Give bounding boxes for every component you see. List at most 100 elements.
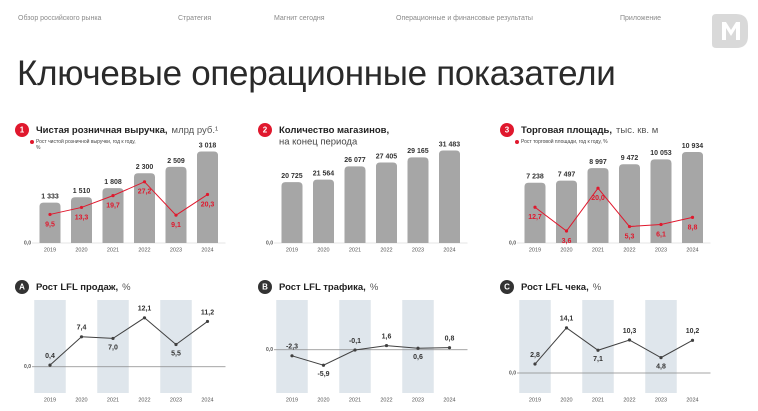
x-tick-label: 2024 [443,397,455,403]
data-label: 0,6 [413,354,423,361]
x-tick-label: 2023 [170,397,182,403]
bar [524,182,546,243]
nav-item[interactable]: Магнит сегодня [274,15,325,22]
marker [48,363,52,367]
x-tick-label: 2023 [655,247,667,253]
nav-item[interactable]: Операционные и финансовые результаты [396,15,533,22]
data-label: 21 564 [313,170,335,177]
line [291,345,450,366]
marker [690,215,695,220]
bar [439,150,460,243]
line [49,181,208,216]
data-label: 1,6 [382,333,392,340]
band [276,300,308,393]
legend: Рост торговой площади, год к году, % [515,139,608,145]
marker [384,343,389,348]
chart-subtitle: % [122,282,131,293]
data-label: 7,4 [77,325,87,332]
data-label: 10 053 [650,150,672,157]
marker [142,316,147,320]
bar [344,166,366,243]
chart-subtitle: на конец периода [279,137,358,148]
data-label: -2,3 [286,344,298,351]
x-tick-label: 2021 [107,247,119,253]
data-label: 5,3 [625,233,635,240]
x-tick-label: 2019 [529,397,541,403]
data-label: 7 238 [526,174,544,181]
marker [533,205,537,209]
data-label: 3,6 [562,238,572,245]
chart-title: Рост LFL чека,% [521,282,602,293]
marker [564,326,569,330]
bar [376,162,397,243]
badge [15,280,29,294]
data-label: 7,0 [108,344,118,351]
x-tick-label: 2020 [75,247,87,253]
badge-label: 3 [505,126,510,135]
x-tick-label: 2021 [592,247,604,253]
badge-label: 2 [263,126,268,135]
x-tick-label: 2022 [138,397,150,403]
data-label: 0,4 [45,353,55,360]
chart-subtitle: % [370,282,379,293]
data-label: 20,3 [201,201,215,208]
x-tick-label: 2023 [412,397,424,403]
marker [111,194,115,198]
page-title: Ключевые операционные показатели [17,54,616,93]
chart-subtitle: млрд руб.¹ [172,125,219,136]
bar [165,166,187,243]
data-label: 9,5 [45,221,55,228]
data-label: 1 510 [73,188,91,195]
marker [627,338,632,342]
x-tick-label: 2022 [380,397,392,403]
x-tick-label: 2023 [655,397,667,403]
x-tick-label: 2020 [560,397,572,403]
marker [596,186,600,190]
band [97,300,129,393]
chart-title-text: Рост LFL чека, [521,282,589,293]
x-tick-label: 2019 [44,247,56,253]
data-label: 27 405 [376,153,398,160]
bar [102,188,124,243]
marker [142,180,147,184]
marker [627,224,632,229]
marker [564,229,569,233]
data-label: 0,8 [445,336,455,343]
marker [205,319,210,324]
nav-item[interactable]: Обзор российского рынка [18,15,102,22]
bar [682,152,703,243]
y-tick-label: 0,0 [266,347,273,353]
bar [587,168,609,243]
x-tick-label: 2020 [75,397,87,403]
data-label: 20,0 [591,195,605,202]
nav-item[interactable]: Стратегия [178,15,212,22]
data-label: 1 808 [104,179,122,186]
band [402,300,434,393]
chart-title-text: Рост LFL трафика, [279,282,366,293]
line [534,187,693,232]
data-label: 31 483 [439,141,461,148]
data-label: 13,3 [75,214,89,221]
data-label: 8 997 [589,159,607,166]
chart-subtitle: % [593,282,602,293]
marker [79,335,84,339]
badge-label: B [262,283,268,292]
marker [659,356,663,360]
data-label: 2 509 [167,158,185,165]
marker [205,192,210,197]
x-tick-label: 2021 [349,397,361,403]
x-tick-label: 2021 [592,397,604,403]
chart-title: Рост LFL трафика,% [279,282,379,293]
badge-label: A [19,283,25,292]
marker [690,338,695,342]
chart-subtitle: тыс. кв. м [616,125,658,136]
logo [712,14,748,48]
y-tick-label: 0,0 [509,240,516,246]
band [339,300,371,393]
badge [15,123,29,137]
band [645,300,677,393]
x-tick-label: 2022 [138,247,150,253]
data-label: 8,8 [688,224,698,231]
nav-item[interactable]: Приложение [620,15,662,22]
